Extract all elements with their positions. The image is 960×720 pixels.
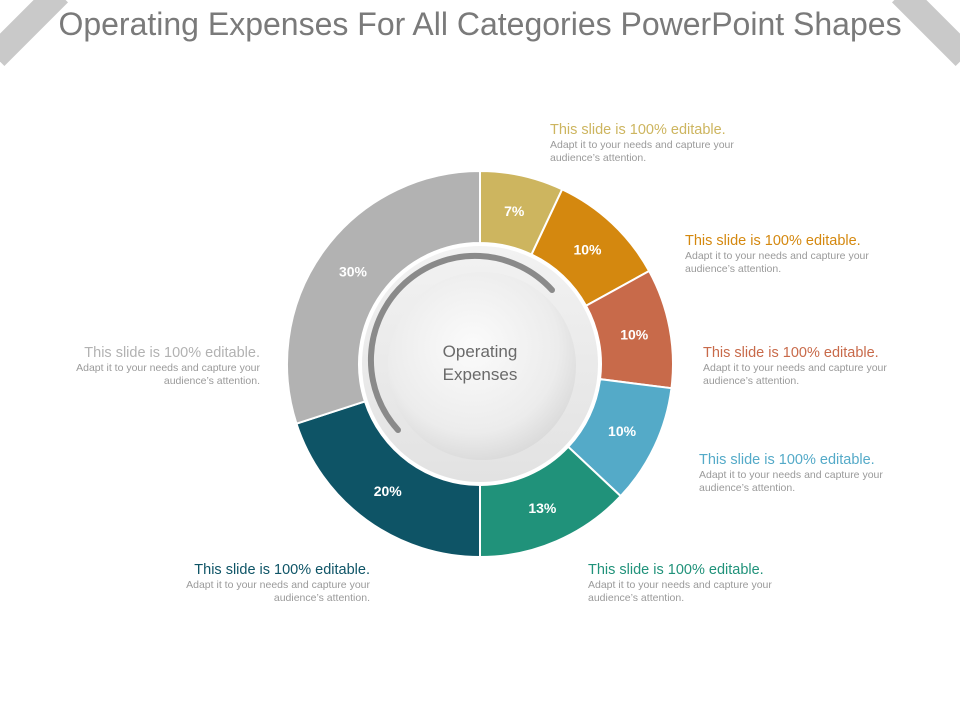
note-4-body: Adapt it to your needs and capture your …	[699, 469, 883, 494]
note-4-heading: This slide is 100% editable.	[699, 452, 875, 468]
center-label: Operating Expenses	[400, 340, 560, 386]
slice-label-6: 20%	[374, 483, 403, 499]
slide-title: Operating Expenses For All Categories Po…	[58, 6, 902, 42]
note-7-body: Adapt it to your needs and capture your …	[76, 362, 260, 387]
note-7: This slide is 100% editable. Adapt it to…	[30, 345, 260, 388]
note-5-body: Adapt it to your needs and capture your …	[588, 579, 772, 604]
slice-label-1: 7%	[504, 203, 525, 219]
center-label-line1: Operating	[442, 342, 518, 361]
center-shadow-arc	[367, 252, 555, 433]
donut-slice-labels: 7% 10% 10% 10% 13% 20% 30%	[339, 203, 649, 516]
note-1-body: Adapt it to your needs and capture your …	[550, 139, 734, 164]
slice-label-2: 10%	[573, 242, 602, 258]
note-6-body: Adapt it to your needs and capture your …	[186, 579, 370, 604]
note-6: This slide is 100% editable. Adapt it to…	[140, 562, 370, 605]
center-label-line2: Expenses	[442, 365, 518, 384]
note-5-heading: This slide is 100% editable.	[588, 562, 764, 578]
note-3-heading: This slide is 100% editable.	[703, 345, 879, 361]
note-3: This slide is 100% editable. Adapt it to…	[703, 345, 933, 388]
donut-slice-7	[286, 169, 481, 425]
note-1-heading: This slide is 100% editable.	[550, 122, 726, 138]
slice-label-4: 10%	[608, 423, 637, 439]
center-circle	[388, 272, 576, 460]
note-2: This slide is 100% editable. Adapt it to…	[685, 233, 915, 276]
note-2-body: Adapt it to your needs and capture your …	[685, 250, 869, 275]
note-3-body: Adapt it to your needs and capture your …	[703, 362, 887, 387]
note-7-heading: This slide is 100% editable.	[84, 345, 260, 361]
slice-label-5: 13%	[528, 500, 557, 516]
slice-label-7: 30%	[339, 264, 368, 280]
note-4: This slide is 100% editable. Adapt it to…	[699, 452, 929, 495]
donut-slices	[286, 169, 674, 559]
note-5: This slide is 100% editable. Adapt it to…	[588, 562, 818, 605]
note-1: This slide is 100% editable. Adapt it to…	[550, 122, 780, 165]
slice-label-3: 10%	[620, 327, 649, 343]
note-6-heading: This slide is 100% editable.	[194, 562, 370, 578]
note-2-heading: This slide is 100% editable.	[685, 233, 861, 249]
